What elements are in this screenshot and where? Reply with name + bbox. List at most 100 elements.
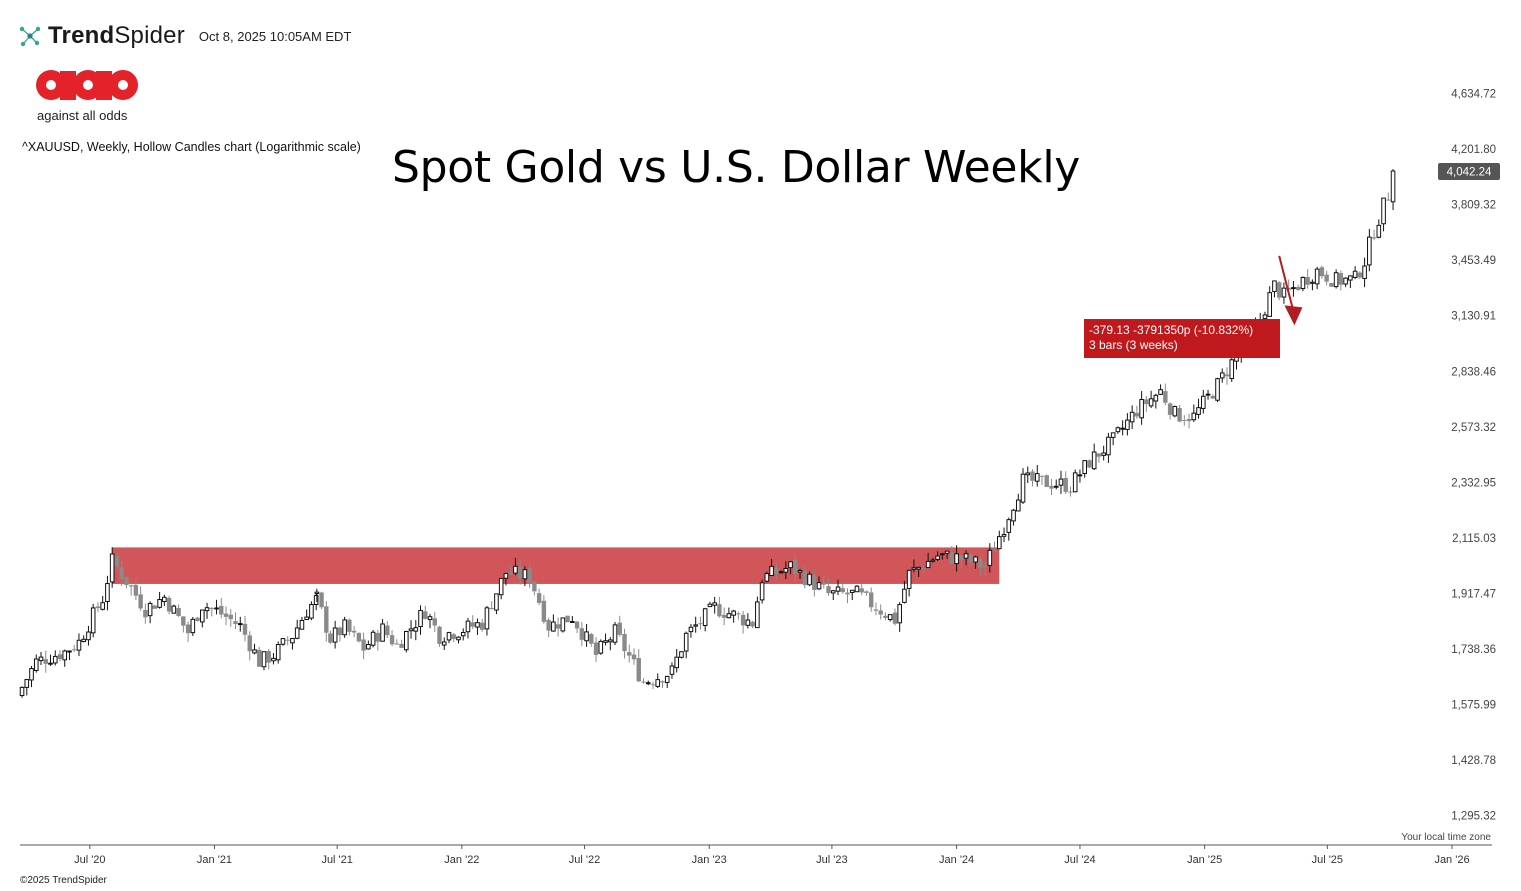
candle-body — [48, 662, 53, 665]
candle-body — [1167, 403, 1173, 415]
candle-body — [959, 555, 964, 560]
candle-body — [204, 607, 210, 612]
candle-body — [679, 651, 684, 658]
candle-body — [1087, 460, 1092, 468]
candle-body — [190, 618, 196, 634]
candle-body — [119, 567, 124, 580]
snapshot-datetime: Oct 8, 2025 10:05AM EDT — [198, 28, 352, 44]
candle-body — [835, 586, 841, 592]
candle-body — [1030, 471, 1035, 481]
candle-body — [731, 610, 736, 616]
candle-body — [1101, 452, 1106, 456]
candle-body — [166, 597, 172, 612]
candle-body — [285, 639, 290, 641]
candle-body — [555, 624, 561, 629]
candle-body — [366, 643, 371, 650]
candle-body — [1049, 485, 1054, 489]
x-tick-label: Jan '26 — [1434, 854, 1469, 866]
candle-body — [1020, 473, 1026, 503]
candle-body — [299, 620, 305, 630]
candle-body — [157, 599, 162, 608]
candle-body — [527, 568, 532, 583]
candle-body — [143, 610, 148, 618]
candle-body — [162, 596, 167, 603]
candle-body — [769, 565, 774, 576]
x-tick-label: Jan '23 — [692, 854, 727, 866]
candle-body — [1163, 391, 1168, 403]
candle-body — [423, 611, 428, 619]
candle-body — [356, 633, 362, 642]
candle-body — [650, 684, 656, 686]
candle-body — [1172, 406, 1178, 417]
candle-body — [902, 588, 907, 603]
candle-body — [859, 588, 864, 593]
candle-body — [883, 615, 888, 618]
timezone-note[interactable]: Your local time zone — [1401, 832, 1491, 843]
candle-body — [304, 616, 309, 620]
measurement-change: -379.13 -3791350p (-10.832%) — [1089, 323, 1254, 337]
candle-body — [176, 607, 181, 616]
candle-body — [807, 573, 812, 586]
candle-body — [29, 668, 34, 681]
candle-body — [1286, 287, 1291, 290]
candle-body — [1376, 224, 1382, 238]
candle-body — [878, 610, 883, 615]
candle-body — [418, 609, 423, 628]
candle-body — [589, 634, 594, 644]
candle-body — [940, 553, 945, 556]
candle-body — [95, 606, 101, 609]
candle-body — [1343, 277, 1348, 285]
candle-body — [1348, 275, 1353, 281]
x-tick-label: Jul '23 — [816, 854, 847, 866]
y-tick-label: 2,332.95 — [1451, 477, 1496, 489]
y-tick-label: 1,428.78 — [1451, 755, 1496, 767]
candle-body — [351, 630, 357, 633]
candle-body — [750, 621, 755, 627]
candle-body — [394, 643, 400, 645]
candle-body — [242, 623, 248, 635]
candle-body — [707, 603, 713, 608]
candle-body — [494, 593, 499, 611]
measurement-label: -379.13 -3791350p (-10.832%) 3 bars (3 w… — [1084, 319, 1280, 358]
candle-body — [788, 561, 793, 569]
candle-body — [228, 614, 233, 620]
candle-body — [1390, 170, 1396, 203]
x-tick-label: Jan '21 — [197, 854, 232, 866]
candle-body — [1276, 282, 1282, 298]
candle-body — [1362, 265, 1367, 279]
candle-body — [313, 595, 319, 605]
candle-body — [641, 681, 646, 683]
y-tick-label: 1,295.32 — [1451, 811, 1496, 823]
candle-body — [1300, 276, 1306, 290]
candle-body — [498, 577, 504, 596]
candle-body — [171, 605, 177, 614]
candle-body — [1134, 412, 1140, 417]
candle-body — [1262, 314, 1268, 319]
x-tick-label: Jul '21 — [321, 854, 352, 866]
candle-body — [57, 654, 63, 660]
candle-body — [821, 582, 826, 585]
trendspider-network-icon — [19, 26, 41, 47]
candle-body — [72, 649, 77, 651]
candle-body — [1333, 272, 1339, 288]
candle-body — [973, 556, 978, 563]
candle-body — [617, 622, 622, 635]
copyright: ©2025 TrendSpider — [20, 875, 107, 886]
y-tick-label: 4,201.80 — [1451, 144, 1496, 156]
candle-body — [963, 553, 969, 559]
candle-body — [536, 593, 542, 603]
candle-body — [845, 592, 850, 595]
candle-body — [1091, 451, 1097, 470]
candle-body — [546, 619, 551, 631]
candle-body — [916, 566, 921, 570]
candle-body — [342, 619, 347, 636]
last-price-badge — [1438, 163, 1500, 181]
candle-body — [759, 582, 765, 601]
candle-body — [873, 609, 879, 611]
candle-body — [997, 536, 1002, 550]
candle-body — [840, 588, 845, 593]
candle-body — [683, 632, 689, 652]
candle-body — [456, 636, 461, 641]
candle-body — [470, 622, 475, 627]
